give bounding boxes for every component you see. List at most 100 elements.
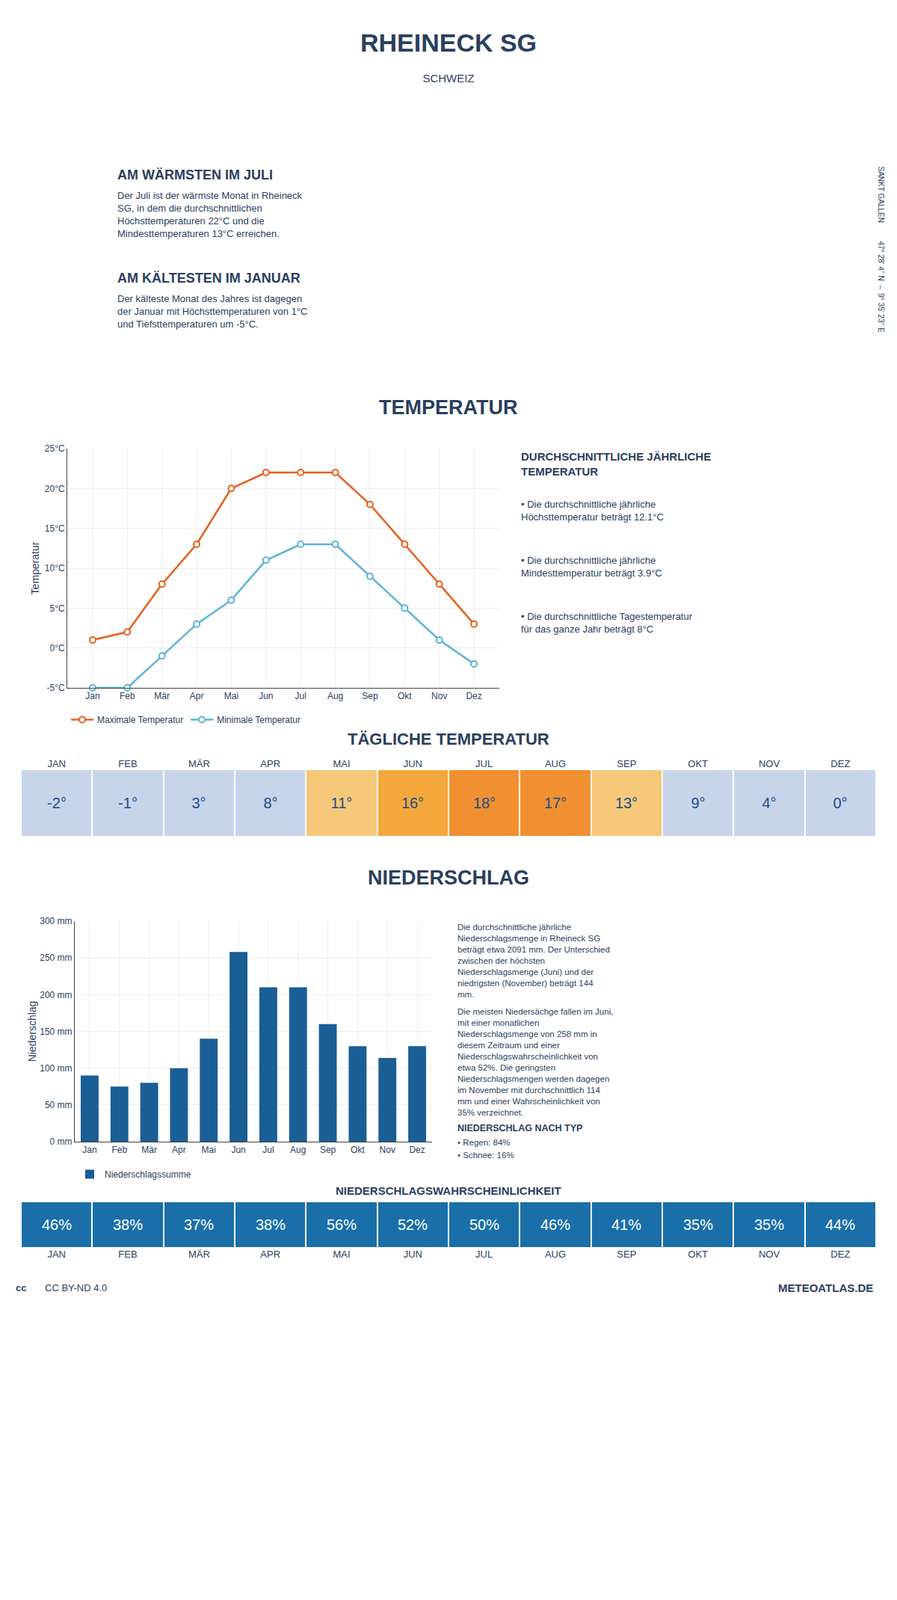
svg-text:AUG: AUG bbox=[544, 757, 566, 770]
svg-text:11°: 11° bbox=[331, 794, 353, 812]
svg-text:JUN: JUN bbox=[403, 757, 423, 770]
svg-text:Jul: Jul bbox=[295, 690, 307, 702]
svg-text:JAN: JAN bbox=[47, 1248, 66, 1260]
svg-text:Minimale Temperatur: Minimale Temperatur bbox=[216, 714, 301, 726]
svg-text:46%: 46% bbox=[41, 1216, 72, 1233]
svg-text:150 mm: 150 mm bbox=[39, 1026, 72, 1037]
svg-text:47° 28’ 4’’ N – 9° 35’ 23’’: 47° 28’ 4’’ N – 9° 35’ 23’’ E bbox=[876, 241, 886, 334]
svg-text:METEOATLAS.DE: METEOATLAS.DE bbox=[778, 1281, 874, 1294]
svg-text:46%: 46% bbox=[540, 1216, 571, 1233]
svg-text:• Die durchschnittliche Tagest: • Die durchschnittliche Tagestemperaturf… bbox=[521, 610, 693, 635]
svg-text:SANKT GALLEN: SANKT GALLEN bbox=[876, 166, 886, 223]
svg-text:Mär: Mär bbox=[141, 1144, 157, 1155]
svg-text:MAI: MAI bbox=[332, 1248, 350, 1260]
svg-text:20°C: 20°C bbox=[44, 483, 66, 495]
svg-text:Dez: Dez bbox=[408, 1144, 425, 1155]
svg-text:Die durchschnittliche jährlich: Die durchschnittliche jährlicheNiedersch… bbox=[457, 922, 610, 999]
svg-text:NIEDERSCHLAG NACH TYP: NIEDERSCHLAG NACH TYP bbox=[457, 1122, 583, 1134]
svg-text:8°: 8° bbox=[263, 794, 278, 812]
svg-text:SCHWEIZ: SCHWEIZ bbox=[422, 71, 474, 85]
svg-text:17°: 17° bbox=[544, 794, 567, 812]
svg-text:DEZ: DEZ bbox=[830, 757, 850, 770]
svg-text:Jun: Jun bbox=[230, 1144, 246, 1155]
svg-text:Dez: Dez bbox=[465, 690, 482, 702]
svg-text:16°: 16° bbox=[401, 794, 424, 812]
svg-text:FEB: FEB bbox=[118, 1248, 137, 1260]
svg-text:0°: 0° bbox=[832, 794, 847, 812]
svg-text:41%: 41% bbox=[611, 1216, 642, 1233]
svg-text:• Die durchschnittliche jährli: • Die durchschnittliche jährlicheHöchstt… bbox=[521, 498, 664, 523]
svg-text:Feb: Feb bbox=[111, 1144, 128, 1155]
svg-text:AM KÄLTESTEN IM JANUAR: AM KÄLTESTEN IM JANUAR bbox=[117, 270, 301, 286]
svg-text:35%: 35% bbox=[683, 1216, 714, 1233]
svg-text:5°C: 5°C bbox=[49, 603, 65, 614]
svg-text:-1°: -1° bbox=[118, 794, 138, 812]
svg-text:Nov: Nov bbox=[379, 1144, 396, 1155]
svg-text:DURCHSCHNITTLICHE JÄHRLICHETEM: DURCHSCHNITTLICHE JÄHRLICHETEMPERATUR bbox=[521, 449, 711, 478]
svg-text:56%: 56% bbox=[326, 1216, 357, 1233]
svg-text:38%: 38% bbox=[112, 1216, 143, 1233]
svg-text:13°: 13° bbox=[615, 794, 638, 812]
svg-text:Apr: Apr bbox=[189, 690, 205, 702]
svg-text:35%: 35% bbox=[754, 1216, 785, 1233]
svg-text:NIEDERSCHLAG: NIEDERSCHLAG bbox=[367, 866, 530, 889]
svg-text:NOV: NOV bbox=[758, 757, 781, 770]
svg-text:Mär: Mär bbox=[153, 690, 170, 702]
svg-text:-5°C: -5°C bbox=[46, 682, 65, 693]
svg-text:Jan: Jan bbox=[82, 1144, 97, 1155]
svg-text:Apr: Apr bbox=[171, 1144, 187, 1155]
svg-text:38%: 38% bbox=[255, 1216, 286, 1233]
svg-text:Niederschlagssumme: Niederschlagssumme bbox=[104, 1169, 192, 1180]
svg-text:44%: 44% bbox=[825, 1216, 856, 1233]
svg-text:Aug: Aug bbox=[290, 1144, 306, 1155]
svg-text:25°C: 25°C bbox=[44, 443, 66, 454]
svg-text:TEMPERATUR: TEMPERATUR bbox=[378, 396, 519, 419]
svg-text:Mai: Mai bbox=[224, 690, 239, 702]
svg-text:Sep: Sep bbox=[319, 1144, 337, 1155]
svg-text:NIEDERSCHLAGSWAHRSCHEINLICHKEI: NIEDERSCHLAGSWAHRSCHEINLICHKEIT bbox=[335, 1184, 562, 1197]
svg-text:SEP: SEP bbox=[616, 757, 637, 770]
svg-text:CC BY-ND 4.0: CC BY-ND 4.0 bbox=[44, 1281, 107, 1294]
svg-text:MAI: MAI bbox=[332, 757, 350, 770]
svg-text:0 mm: 0 mm bbox=[50, 1136, 73, 1147]
svg-text:Aug: Aug bbox=[327, 690, 344, 702]
svg-text:cc: cc bbox=[15, 1281, 27, 1294]
svg-text:200 mm: 200 mm bbox=[39, 989, 72, 1001]
svg-text:• Schnee: 16%: • Schnee: 16% bbox=[457, 1150, 515, 1160]
svg-text:15°C: 15°C bbox=[44, 523, 66, 534]
svg-text:JUL: JUL bbox=[475, 1248, 493, 1260]
svg-text:JUN: JUN bbox=[403, 1248, 423, 1260]
svg-text:0°C: 0°C bbox=[49, 642, 65, 654]
svg-text:NOV: NOV bbox=[758, 1248, 781, 1260]
svg-text:MÄR: MÄR bbox=[188, 1248, 211, 1260]
svg-text:18°: 18° bbox=[473, 794, 496, 812]
svg-text:Jul: Jul bbox=[262, 1144, 274, 1155]
svg-text:9°: 9° bbox=[690, 794, 705, 812]
svg-text:3°: 3° bbox=[191, 794, 206, 812]
svg-text:250 mm: 250 mm bbox=[39, 952, 72, 963]
svg-text:APR: APR bbox=[260, 1248, 281, 1260]
svg-text:Okt: Okt bbox=[350, 1144, 365, 1155]
svg-text:JAN: JAN bbox=[47, 757, 66, 770]
svg-text:TÄGLICHE TEMPERATUR: TÄGLICHE TEMPERATUR bbox=[347, 729, 550, 749]
svg-text:OKT: OKT bbox=[687, 1248, 708, 1260]
svg-text:50 mm: 50 mm bbox=[44, 1099, 73, 1111]
svg-text:Temperatur: Temperatur bbox=[29, 541, 42, 595]
svg-text:FEB: FEB bbox=[118, 757, 137, 770]
svg-text:Sep: Sep bbox=[361, 690, 379, 702]
svg-text:Der Juli ist der wärmste Monat: Der Juli ist der wärmste Monat in Rheine… bbox=[117, 189, 303, 240]
svg-text:Nov: Nov bbox=[431, 690, 448, 702]
svg-text:MÄR: MÄR bbox=[188, 757, 211, 770]
svg-text:10°C: 10°C bbox=[44, 562, 66, 574]
svg-text:Jan: Jan bbox=[85, 690, 100, 702]
svg-text:JUL: JUL bbox=[475, 757, 493, 770]
svg-text:Feb: Feb bbox=[119, 690, 136, 702]
svg-text:RHEINECK SG: RHEINECK SG bbox=[360, 28, 537, 57]
svg-text:52%: 52% bbox=[397, 1216, 428, 1233]
svg-text:100 mm: 100 mm bbox=[39, 1062, 72, 1074]
svg-text:300 mm: 300 mm bbox=[39, 915, 72, 927]
svg-text:4°: 4° bbox=[761, 794, 776, 812]
svg-text:50%: 50% bbox=[469, 1216, 500, 1233]
svg-text:OKT: OKT bbox=[687, 757, 708, 770]
svg-text:AM WÄRMSTEN IM JULI: AM WÄRMSTEN IM JULI bbox=[117, 167, 273, 183]
